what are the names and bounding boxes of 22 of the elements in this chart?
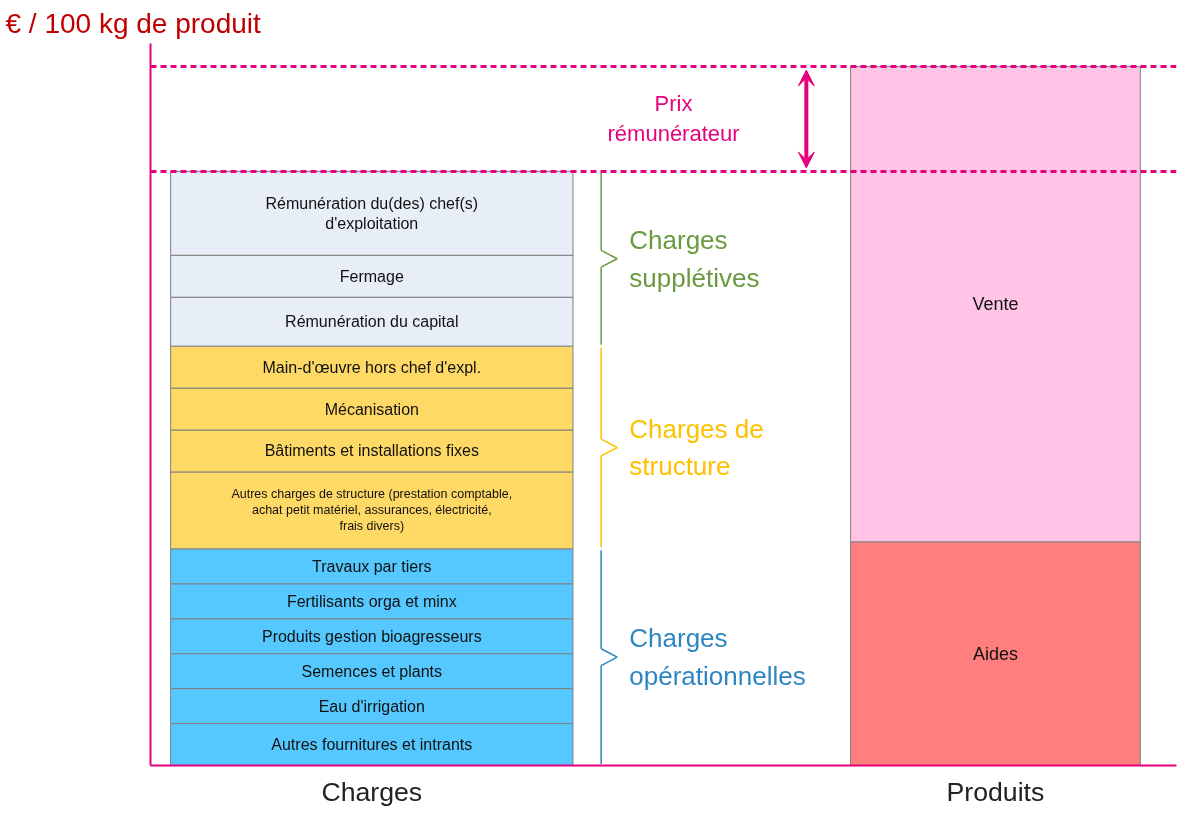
series-label: Fertilisants orga et minx: [286, 592, 457, 610]
annotation: Charges opérationnelles: [629, 623, 806, 691]
series-label: Fermage: [339, 267, 404, 285]
series-label: Autres charges de structure (prestation comptable, achat petit matériel, assurances, électricité, frais divers): [231, 487, 513, 534]
series-label: Vente: [972, 294, 1019, 315]
series-label: Mécanisation: [324, 400, 419, 418]
series-label: Semences et plants: [301, 662, 443, 680]
series-label: Rémunération du capital: [285, 313, 459, 331]
x-tick-label: Charges: [321, 776, 423, 807]
annotation: Charges de structure: [629, 413, 764, 482]
series-label: Produits gestion bioagresseurs: [261, 627, 482, 645]
annotation: Prix rémunérateur: [607, 91, 740, 147]
series-label: Main-d'œuvre hors chef d'expl.: [262, 358, 482, 376]
series-label: Bâtiments et installations fixes: [264, 442, 479, 460]
series-label: Autres fournitures et intrants: [271, 736, 473, 754]
x-tick-label: Produits: [946, 776, 1045, 807]
series-label: Aides: [972, 643, 1018, 664]
annotation: Charges supplétives: [629, 225, 760, 293]
series-label: Travaux par tiers: [312, 557, 432, 575]
series-label: Rémunération du(des) chef(s) d'exploitation: [265, 195, 479, 232]
y-axis-title: € / 100 kg de produit: [5, 7, 262, 39]
series-label: Eau d'irrigation: [318, 697, 425, 715]
